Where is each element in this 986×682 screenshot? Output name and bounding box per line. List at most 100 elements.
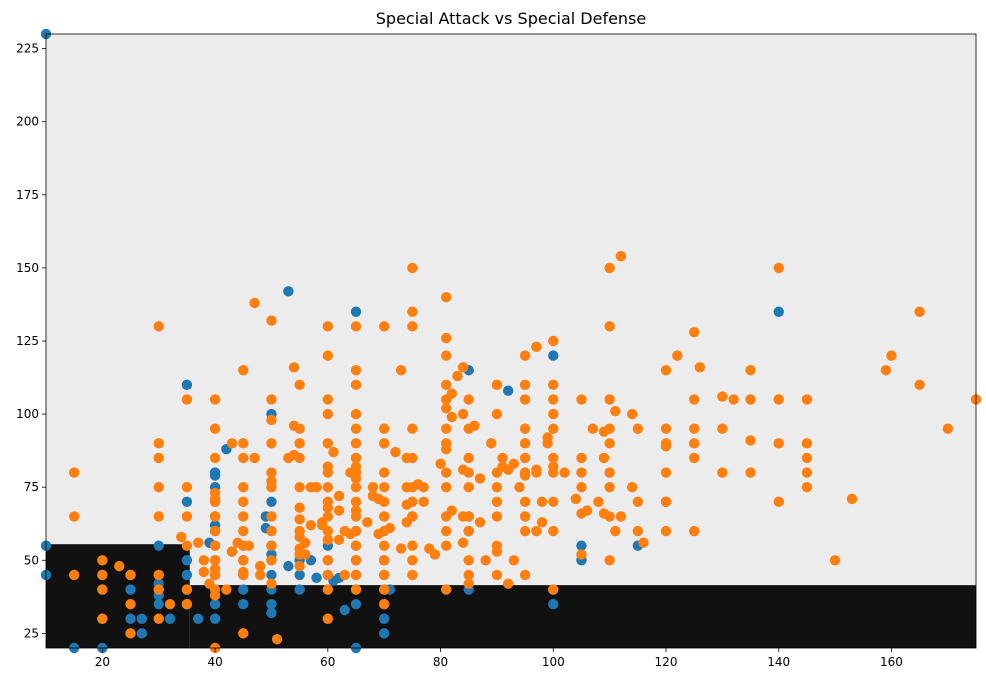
data-point [395,365,407,376]
data-point [266,414,277,426]
data-point [125,628,136,639]
data-point [238,555,249,566]
data-point [519,438,531,449]
data-point [378,496,390,508]
x-tick-label: 80 [433,655,448,669]
data-point [548,452,559,464]
data-point [68,511,80,522]
data-point [238,496,249,508]
data-point [773,262,784,274]
y-tick-label: 150 [16,261,39,275]
data-point [801,394,813,405]
y-tick-label: 200 [16,115,39,129]
data-point [463,569,474,581]
data-point [440,525,452,537]
data-point [576,394,587,405]
data-point [238,511,249,522]
data-point [407,569,418,581]
data-point [378,598,390,610]
data-point [576,467,587,478]
data-point [440,379,452,391]
axes: 20 40 60 80 100 120 140 160 25 50 75 100 125 150 175 20… [16,33,977,669]
data-point [378,321,390,332]
data-point [519,452,531,464]
data-point [271,634,283,645]
data-point [559,467,570,478]
data-point [491,408,503,420]
data-point [914,379,925,391]
y-tick-label: 225 [16,42,39,56]
data-point [502,385,514,396]
data-point [322,467,334,478]
data-point [226,546,238,557]
data-point [288,362,300,373]
data-point [508,555,520,566]
data-point [491,569,503,581]
data-point [322,321,334,332]
data-point [311,572,322,584]
data-point [548,394,559,405]
background-region [46,544,190,648]
data-point [508,458,520,469]
data-point [266,569,277,581]
data-point [238,628,249,639]
data-point [688,423,700,434]
data-point [294,514,305,525]
data-points [40,28,982,654]
data-point [452,370,463,382]
data-point [266,438,277,449]
data-point [536,496,548,508]
y-tick-label: 100 [16,407,39,421]
data-point [153,511,164,522]
data-point [350,408,362,420]
data-point [440,423,452,434]
data-point [395,543,407,554]
data-point [192,537,204,548]
data-point [350,481,362,493]
data-point [350,555,362,566]
data-point [221,584,232,595]
data-point [604,438,615,449]
data-point [322,438,334,449]
data-point [604,423,615,434]
data-point [486,438,497,449]
data-point [322,394,334,405]
data-point [801,452,813,464]
data-point [587,423,598,434]
data-point [350,438,362,449]
data-point [491,481,503,493]
data-point [125,569,136,581]
data-point [164,598,176,610]
data-point [688,452,700,464]
data-point [514,481,525,493]
data-point [209,394,221,405]
data-point [266,511,277,522]
data-point [97,613,108,624]
data-point [548,350,559,361]
data-point [446,505,458,516]
data-point [328,446,339,458]
data-point [209,525,221,537]
data-point [745,394,756,405]
data-point [322,481,334,493]
data-point [626,481,638,493]
data-point [294,423,305,434]
data-point [311,481,322,493]
data-point [294,560,305,572]
data-point [153,321,164,332]
data-point [440,403,452,414]
data-point [548,584,559,595]
data-point [407,306,418,317]
data-point [519,496,531,508]
data-point [181,540,193,551]
data-point [266,555,277,566]
data-point [519,379,531,391]
data-point [238,569,249,581]
data-point [717,391,728,402]
data-point [266,394,277,405]
data-point [435,458,446,469]
data-point [548,335,559,347]
data-point [548,423,559,434]
data-point [688,525,700,537]
